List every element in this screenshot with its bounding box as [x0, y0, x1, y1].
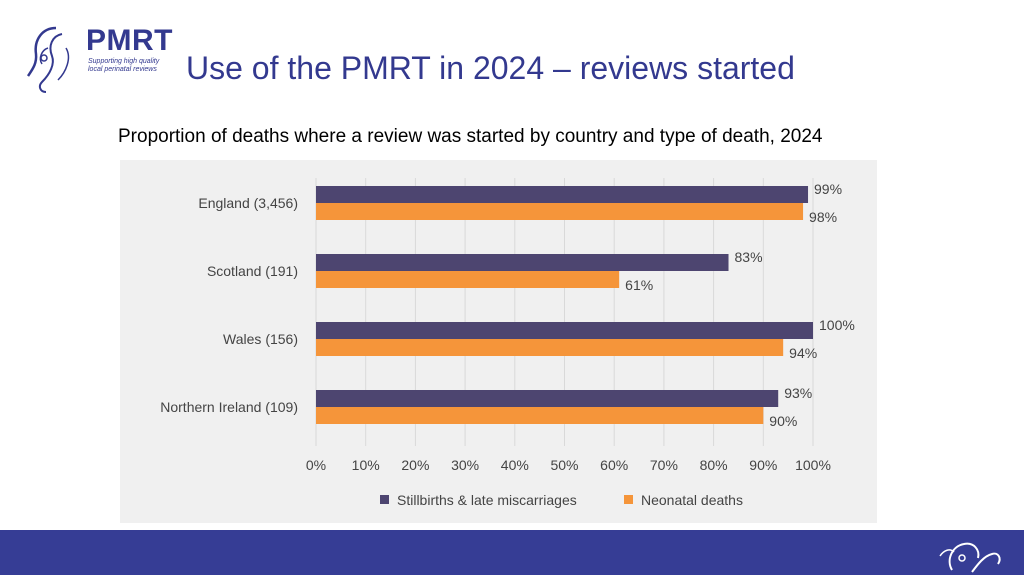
category-label: Northern Ireland (109) — [160, 399, 298, 415]
logo-tagline: Supporting high quality local perinatal … — [88, 58, 168, 74]
bar — [316, 322, 813, 339]
bar — [316, 271, 620, 288]
bar — [316, 339, 784, 356]
logo-wordmark: PMRT — [86, 24, 173, 57]
category-label: Wales (156) — [223, 331, 298, 347]
bar — [316, 254, 729, 271]
x-tick-label: 50% — [550, 457, 578, 473]
slide-title: Use of the PMRT in 2024 – reviews starte… — [186, 50, 795, 86]
bar — [316, 390, 779, 407]
logo-tagline-line-2: local perinatal reviews — [88, 66, 157, 73]
data-label: 99% — [814, 181, 842, 197]
data-label: 94% — [789, 345, 817, 361]
x-tick-label: 100% — [795, 457, 831, 473]
data-label: 100% — [819, 317, 855, 333]
data-label: 61% — [625, 277, 653, 293]
legend-label: Stillbirths & late miscarriages — [397, 492, 577, 508]
bar-chart: 0% 10% 20% 30% 40% 50% 60% 70% 80% 90% 100% England… — [160, 178, 855, 508]
footer-band — [0, 530, 1024, 575]
data-label: 90% — [769, 413, 797, 429]
category-label: Scotland (191) — [207, 263, 298, 279]
x-tick-label: 0% — [306, 457, 326, 473]
chart-panel: 0% 10% 20% 30% 40% 50% 60% 70% 80% 90% 100% England… — [120, 160, 877, 523]
bar — [316, 203, 804, 220]
legend-label: Neonatal deaths — [641, 492, 743, 508]
x-tick-label: 70% — [650, 457, 678, 473]
logo-tagline-line-1: Supporting high quality — [88, 58, 160, 65]
data-label: 83% — [735, 249, 763, 265]
pmrt-logo: PMRT Supporting high quality local perin… — [22, 18, 173, 98]
footer-silhouette-icon — [939, 542, 1001, 573]
x-tick-label: 20% — [401, 457, 429, 473]
category-label: England (3,456) — [198, 195, 298, 211]
data-label: 98% — [809, 209, 837, 225]
bar — [316, 186, 809, 203]
chart-title: Proportion of deaths where a review was … — [118, 126, 823, 147]
x-tick-label: 60% — [600, 457, 628, 473]
logo-silhouette-icon — [26, 26, 70, 93]
x-tick-label: 90% — [749, 457, 777, 473]
x-tick-label: 30% — [451, 457, 479, 473]
x-tick-label: 40% — [501, 457, 529, 473]
bar — [316, 407, 764, 424]
x-tick-label: 10% — [352, 457, 380, 473]
legend-swatch — [380, 495, 389, 504]
x-tick-label: 80% — [700, 457, 728, 473]
legend-swatch — [624, 495, 633, 504]
data-label: 93% — [784, 385, 812, 401]
